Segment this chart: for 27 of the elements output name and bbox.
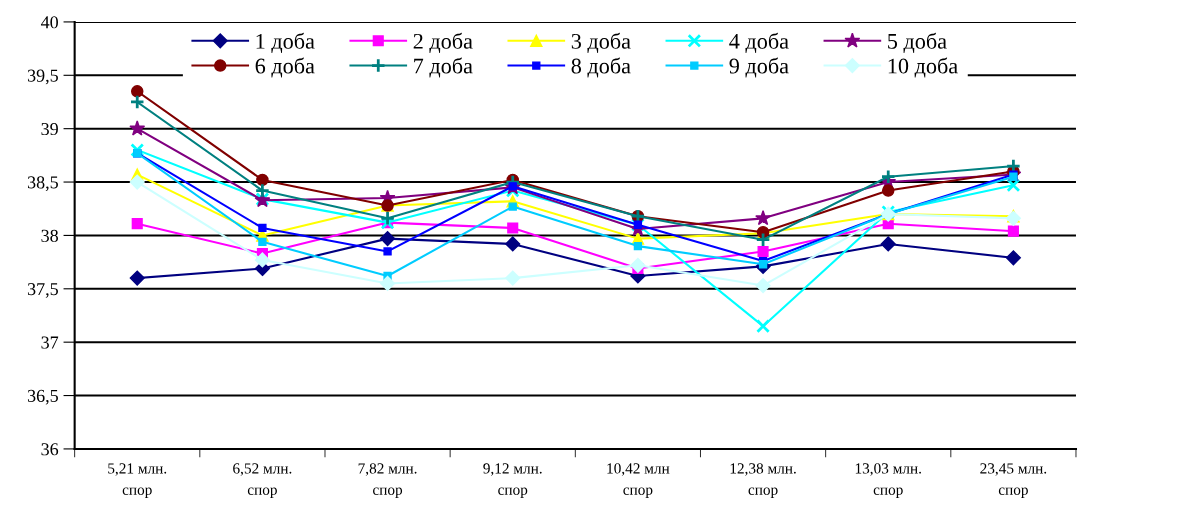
legend-label: 2 доба xyxy=(413,32,473,53)
y-tick-label: 37 xyxy=(41,336,59,349)
legend-label: 9 доба xyxy=(729,57,789,78)
y-tick-label: 38,5 xyxy=(27,176,58,192)
legend-label: 4 доба xyxy=(729,32,789,53)
y-tick-label: 39 xyxy=(41,122,58,136)
y-tick-label: 37,5 xyxy=(27,283,58,298)
y-tick-label: 38 xyxy=(41,229,58,242)
legend-label: 10 доба xyxy=(888,57,958,78)
y-tick-label: 36 xyxy=(41,443,59,456)
legend-label: 7 доба xyxy=(414,57,473,78)
x-tick-label: 6,52 млн. спор xyxy=(233,463,292,498)
x-tick-label: 5,21 млн. спор xyxy=(108,463,167,498)
legend-label: 8 доба xyxy=(571,57,631,78)
x-tick-label: 13,03 млн. спор xyxy=(855,463,921,498)
y-tick-label: 36,5 xyxy=(27,389,58,405)
y-tick-label: 40 xyxy=(40,16,58,29)
y-tick-label: 39,5 xyxy=(27,69,58,85)
legend-label: 1 доба xyxy=(256,32,315,53)
x-tick-label: 23,45 млн. спор xyxy=(980,463,1047,498)
legend-label: 5 доба xyxy=(888,32,947,53)
legend-label: 3 доба xyxy=(571,32,631,53)
x-tick-label: 12,38 млн. спор xyxy=(730,463,796,498)
x-tick-label: 10,42 млн спор xyxy=(607,463,670,498)
x-tick-label: 9,12 млн. спор xyxy=(483,463,542,498)
x-tick-label: 7,82 млн. спор xyxy=(358,463,417,498)
legend-label: 6 доба xyxy=(255,57,315,78)
